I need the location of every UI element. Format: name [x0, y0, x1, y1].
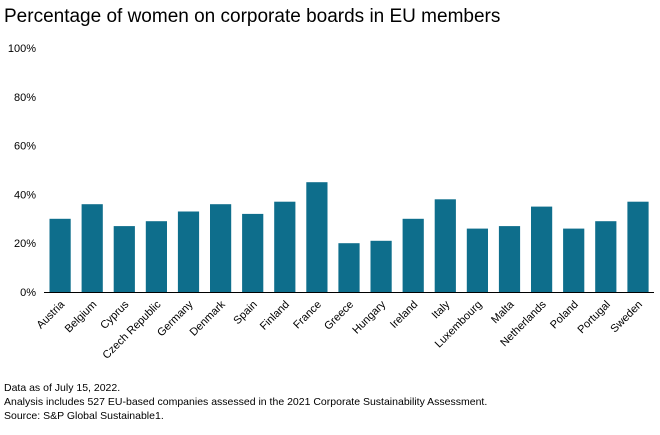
- x-tick-label: Finland: [258, 299, 292, 333]
- bars: [49, 182, 649, 292]
- footnote-date: Data as of July 15, 2022.: [4, 382, 121, 394]
- y-tick-label: 80%: [14, 92, 36, 104]
- bar-greece: [338, 243, 360, 292]
- x-tick-label: Sweden: [608, 299, 645, 336]
- bar-italy: [434, 199, 456, 292]
- x-tick-label: Portugal: [575, 299, 612, 336]
- x-tick-label: Italy: [430, 298, 453, 321]
- y-tick-label: 20%: [14, 238, 36, 250]
- bar-france: [306, 182, 328, 292]
- bar-netherlands: [531, 206, 553, 292]
- x-tick-label: Ireland: [388, 299, 420, 331]
- bar-denmark: [210, 204, 232, 292]
- bar-finland: [274, 201, 296, 292]
- footnotes: Data as of July 15, 2022. Analysis inclu…: [4, 381, 487, 423]
- bar-spain: [242, 213, 264, 292]
- x-tick-label: France: [291, 299, 324, 332]
- bar-cyprus: [113, 226, 135, 292]
- bar-ireland: [402, 218, 424, 292]
- bar-poland: [563, 228, 585, 292]
- chart-title: Percentage of women on corporate boards …: [4, 6, 501, 27]
- y-tick-label: 0%: [20, 287, 36, 299]
- x-tick-label: Spain: [231, 299, 259, 327]
- bar-malta: [498, 226, 521, 292]
- bar-luxembourg: [466, 228, 488, 292]
- x-tick-label: Malta: [489, 298, 517, 326]
- footnote-analysis: Analysis includes 527 EU-based companies…: [4, 396, 488, 408]
- bar-hungary: [370, 240, 392, 292]
- y-tick-label: 40%: [14, 189, 36, 201]
- bar-germany: [177, 211, 200, 292]
- y-axis: 0% 20% 40% 60% 80% 100%: [8, 43, 36, 299]
- bar-sweden: [627, 201, 649, 292]
- footnote-source: Source: S&P Global Sustainable1.: [4, 410, 164, 422]
- y-tick-label: 100%: [8, 43, 36, 55]
- x-tick-label: Denmark: [188, 298, 228, 338]
- bar-czech-republic: [145, 221, 167, 292]
- y-tick-label: 60%: [14, 141, 36, 153]
- x-tick-label: Czech Republic: [101, 298, 164, 361]
- bar-chart: 0% 20% 40% 60% 80% 100% AustriaBelgiumCyprusC…: [8, 43, 654, 362]
- x-tick-label: Belgium: [63, 299, 100, 336]
- x-tick-label: Hungary: [350, 298, 388, 336]
- bar-austria: [49, 218, 71, 292]
- bar-portugal: [595, 221, 617, 292]
- bar-belgium: [81, 204, 103, 292]
